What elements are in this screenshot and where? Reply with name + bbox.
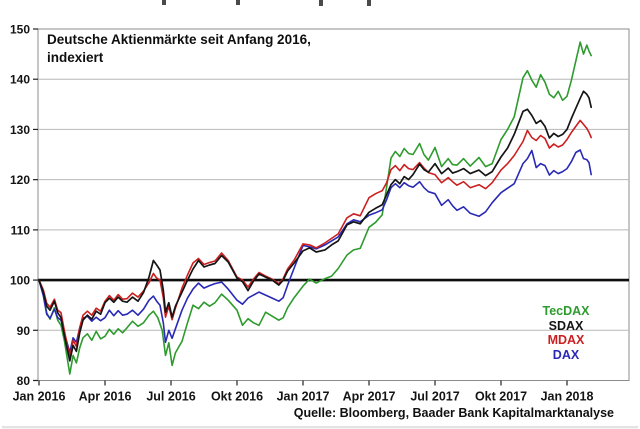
x-axis-label-apr-2017: Apr 2017 (343, 390, 396, 404)
series-line-mdax (38, 119, 593, 359)
y-axis-label-100: 100 (10, 274, 30, 288)
legend-label-tecdax: TecDAX (542, 304, 590, 318)
y-axis-label-150: 150 (10, 23, 30, 37)
x-axis-label-jul-2017: Jul 2017 (410, 390, 459, 404)
cropped-text-remnant (319, 0, 323, 6)
series-line-sdax (38, 90, 593, 362)
chart-title-line1: Deutsche Aktienmärkte seit Anfang 2016, (47, 32, 311, 47)
legend-label-mdax: MDAX (547, 333, 585, 347)
series-line-dax (38, 149, 593, 354)
cropped-text-remnant (367, 0, 371, 6)
x-axis-label-jan-2017: Jan 2017 (277, 390, 330, 404)
x-axis-label-apr-2016: Apr 2016 (79, 390, 132, 404)
x-axis-label-okt-2016: Okt 2016 (211, 390, 263, 404)
plot-border (37, 28, 630, 381)
series-line-tecdax (38, 41, 593, 375)
x-axis-label-jan-2016: Jan 2016 (13, 390, 66, 404)
y-axis-label-80: 80 (17, 374, 31, 388)
chart-title: Deutsche Aktienmärkte seit Anfang 2016, … (47, 31, 311, 66)
x-axis-label-okt-2017: Okt 2017 (475, 390, 527, 404)
cropped-text-remnant (162, 0, 166, 5)
cropped-content-remnant-bottom (2, 426, 638, 429)
cropped-text-remnant-top (162, 0, 371, 6)
legend: TecDAX SDAX MDAX DAX (532, 304, 600, 362)
source-credit: Quelle: Bloomberg, Baader Bank Kapitalma… (293, 406, 614, 420)
x-axis-label-jul-2016: Jul 2016 (146, 390, 195, 404)
legend-label-dax: DAX (552, 347, 580, 362)
y-axis-label-90: 90 (17, 324, 31, 338)
plot-area: 150 140 130 120 110 100 90 80 Jan 2016 Apr 2016 Ju… (10, 23, 630, 404)
legend-label-sdax: SDAX (548, 318, 584, 333)
chart-title-line2: indexiert (47, 49, 104, 65)
y-axis-label-130: 130 (10, 123, 30, 137)
y-axis-label-110: 110 (11, 223, 31, 237)
y-axis-label-120: 120 (10, 173, 30, 187)
x-axis-label-jan-2018: Jan 2018 (541, 390, 594, 404)
y-axis-label-140: 140 (10, 73, 30, 87)
cropped-text-remnant (236, 0, 240, 5)
